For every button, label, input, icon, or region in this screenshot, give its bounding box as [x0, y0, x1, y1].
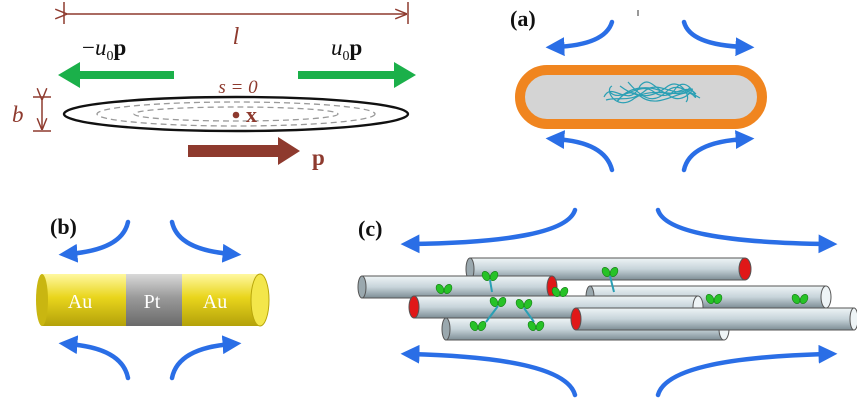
right-force-label: u0p	[331, 35, 362, 64]
center-label: x	[246, 102, 257, 127]
orientation-label: p	[312, 145, 325, 170]
orientation-arrow	[188, 137, 300, 165]
flow-arrow-a-bottom-right	[681, 130, 755, 173]
rod-inner-dashed-inner	[133, 106, 339, 122]
panel-a-label: (a)	[510, 6, 536, 31]
segment-label-1: Au	[68, 291, 92, 313]
arc-length-label: s = 0	[218, 77, 258, 98]
panel-c-label: (c)	[358, 216, 382, 241]
flow-arrow-c-top-right	[655, 207, 838, 254]
gold-segment-left	[42, 274, 126, 326]
flow-arrow-a-bottom-left	[545, 130, 615, 173]
rod	[570, 307, 857, 331]
panel-b-label: (b)	[50, 214, 77, 239]
panel-a: (a)	[510, 6, 767, 173]
flow-arrow-b-top-left	[58, 219, 131, 263]
flow-arrow-b-bottom-left	[58, 335, 131, 381]
flow-arrow-a-top-left	[545, 19, 615, 57]
flow-arrow-b-bottom-right	[169, 335, 242, 381]
diameter-label: b	[12, 102, 24, 127]
dna-coil	[603, 81, 701, 104]
rod-schematic: l −u0p u0p s = 0 x b p	[12, 2, 416, 170]
rod-bundle	[357, 257, 857, 341]
flow-arrow-c-bottom-left	[400, 344, 578, 398]
flow-arrow-c-top-left	[400, 207, 578, 254]
flow-arrow-b-top-right	[169, 219, 242, 263]
length-dimension	[64, 2, 409, 24]
rod	[357, 275, 558, 299]
panel-b: (b) Au Pt Au	[36, 214, 270, 381]
segment-label-3: Au	[203, 291, 227, 313]
platinum-segment	[126, 274, 182, 326]
right-force-arrow	[298, 62, 416, 88]
panel-c: (c)	[357, 207, 857, 398]
rod-inner-dashed-outer	[96, 101, 376, 127]
left-force-label: −u0p	[82, 35, 126, 64]
bimetallic-nanorod	[36, 273, 270, 327]
flow-arrow-c-bottom-right	[655, 344, 838, 398]
diameter-dimension	[33, 97, 51, 132]
rod-cap-left	[36, 274, 48, 326]
center-point	[232, 111, 240, 119]
flow-arrow-a-top-right	[681, 19, 755, 57]
length-label: l	[233, 24, 240, 50]
gold-segment-right	[182, 274, 260, 326]
rod-outline	[62, 95, 410, 133]
leaf-linker	[435, 267, 809, 331]
segment-label-2: Pt	[144, 291, 161, 313]
rod-cap-right	[250, 273, 270, 327]
left-force-arrow	[58, 62, 174, 88]
